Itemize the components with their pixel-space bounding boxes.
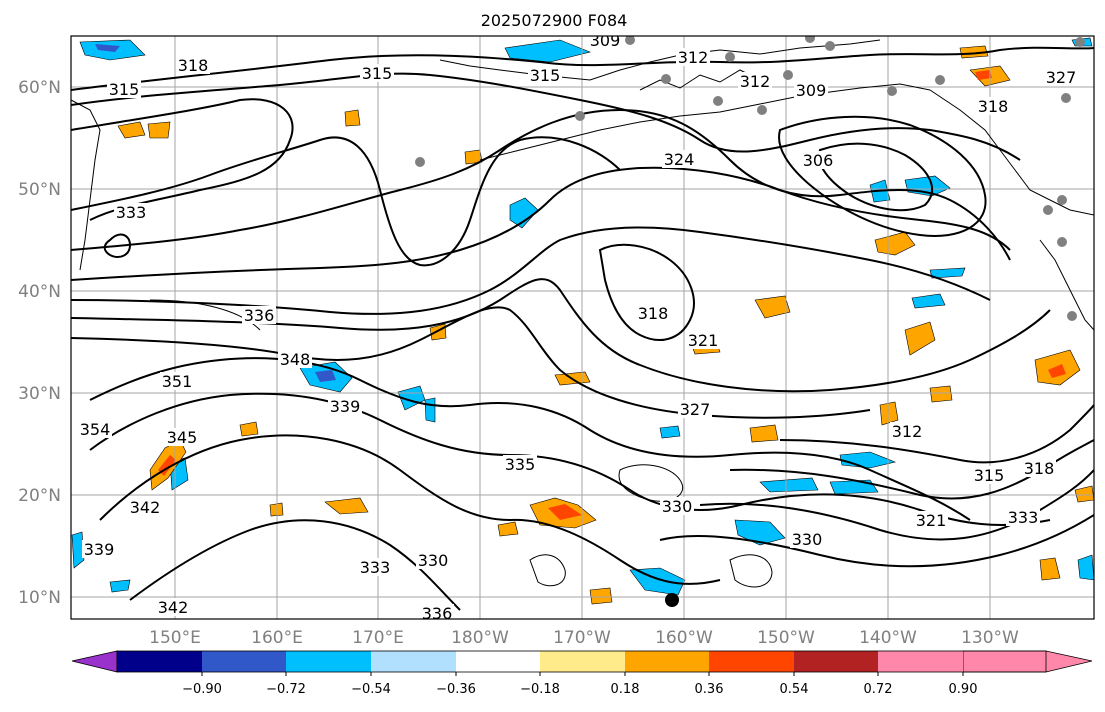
colorbar-tick-label: 0.72 (864, 682, 893, 697)
contour-label: 339 (330, 397, 361, 416)
contour-label: 321 (916, 511, 947, 530)
contour-label: 333 (116, 203, 147, 222)
contour-label: 351 (162, 372, 193, 391)
lon-label: 170°W (553, 628, 611, 648)
longitude-labels: 150°E 160°E 170°E 180°W 170°W 160°W 150°… (149, 628, 1019, 648)
contour-label: 342 (158, 598, 189, 617)
lat-label: 50°N (18, 180, 61, 200)
contour-label: 330 (418, 551, 449, 570)
map-frame (70, 35, 1095, 620)
colorbar-segment (456, 651, 540, 672)
contour-label: 312 (740, 72, 771, 91)
contour-label: 318 (178, 56, 209, 75)
lon-label: 160°W (655, 628, 713, 648)
colorbar-segment (286, 651, 371, 672)
contour-label: 342 (130, 498, 161, 517)
contour-label: 339 (84, 540, 115, 559)
contour-label: 327 (1046, 68, 1077, 87)
lat-label: 10°N (18, 588, 61, 608)
lon-label: 180°W (451, 628, 509, 648)
colorbar-tick-label: −0.54 (351, 682, 391, 697)
contour-label: 309 (796, 81, 827, 100)
contour-label: 327 (680, 400, 711, 419)
contour-label: 306 (803, 151, 834, 170)
lon-label: 150°E (149, 628, 201, 648)
coastlines (71, 39, 1094, 331)
contour-label: 315 (530, 66, 561, 85)
lon-label: 130°W (961, 628, 1019, 648)
colorbar-segment (625, 651, 709, 672)
contour-label: 348 (280, 350, 311, 369)
lat-label: 30°N (18, 384, 61, 404)
contour-label: 354 (80, 420, 111, 439)
contour-label: 345 (167, 428, 198, 447)
station-markers (415, 36, 1085, 607)
contour-label: 318 (1024, 459, 1055, 478)
colorbar-tick-label: −0.18 (520, 682, 560, 697)
contour-label: 333 (1008, 508, 1039, 527)
contour-label-group: 309 312 312 309 315 315 318 315 327 318 … (78, 31, 1078, 623)
colorbar-extend-high (962, 650, 1093, 673)
contour-label: 315 (974, 466, 1005, 485)
shading-negative (71, 37, 1094, 596)
colorbar-segment (202, 651, 286, 672)
lat-label: 40°N (18, 282, 61, 302)
lat-label: 20°N (18, 486, 61, 506)
colorbar-segment (117, 651, 202, 672)
latitude-labels: 60°N 50°N 40°N 30°N 20°N 10°N (18, 78, 61, 608)
colorbar-tick-label: 0.54 (780, 682, 809, 697)
contour-label: 309 (590, 31, 621, 50)
colorbar-extend-low (71, 650, 118, 673)
colorbar-tick-label: 0.36 (695, 682, 724, 697)
colorbar-segment (371, 651, 456, 672)
map-panel: 309 312 312 309 315 315 318 315 327 318 … (71, 31, 1094, 623)
colorbar-segment (709, 651, 794, 672)
colorbar-tick-label: −0.90 (182, 682, 222, 697)
contour-label: 336 (422, 604, 453, 623)
contour-label: 336 (244, 306, 275, 325)
contour-label: 318 (978, 97, 1009, 116)
lon-label: 160°E (251, 628, 303, 648)
lat-label: 60°N (18, 78, 61, 98)
contour-label: 312 (678, 48, 709, 67)
lon-label: 140°W (859, 628, 917, 648)
contour-label: 315 (362, 64, 393, 83)
lon-label: 170°E (352, 628, 404, 648)
colorbar-segment (878, 651, 963, 672)
contour-label: 330 (662, 497, 693, 516)
contour-label: 330 (792, 530, 823, 549)
contour-label: 333 (360, 558, 391, 577)
map-title: 2025072900 F084 (481, 11, 628, 30)
contour-label: 315 (109, 80, 140, 99)
lon-label: 150°W (757, 628, 815, 648)
colorbar-tick-label: −0.72 (266, 682, 306, 697)
contour-label: 312 (892, 422, 923, 441)
contour-label: 318 (638, 304, 669, 323)
colorbar: −0.90 −0.72 −0.54 −0.36 −0.18 0.18 0.36 … (71, 650, 1093, 697)
gridlines (71, 36, 1094, 619)
contour-label: 335 (505, 455, 536, 474)
colorbar-tick-label: 0.18 (611, 682, 640, 697)
contour-label: 321 (688, 331, 719, 350)
colorbar-segment (540, 651, 625, 672)
colorbar-segment (794, 651, 878, 672)
colorbar-tick-label: −0.36 (436, 682, 476, 697)
contour-label: 324 (664, 150, 695, 169)
colorbar-tick-label: 0.90 (949, 682, 978, 697)
